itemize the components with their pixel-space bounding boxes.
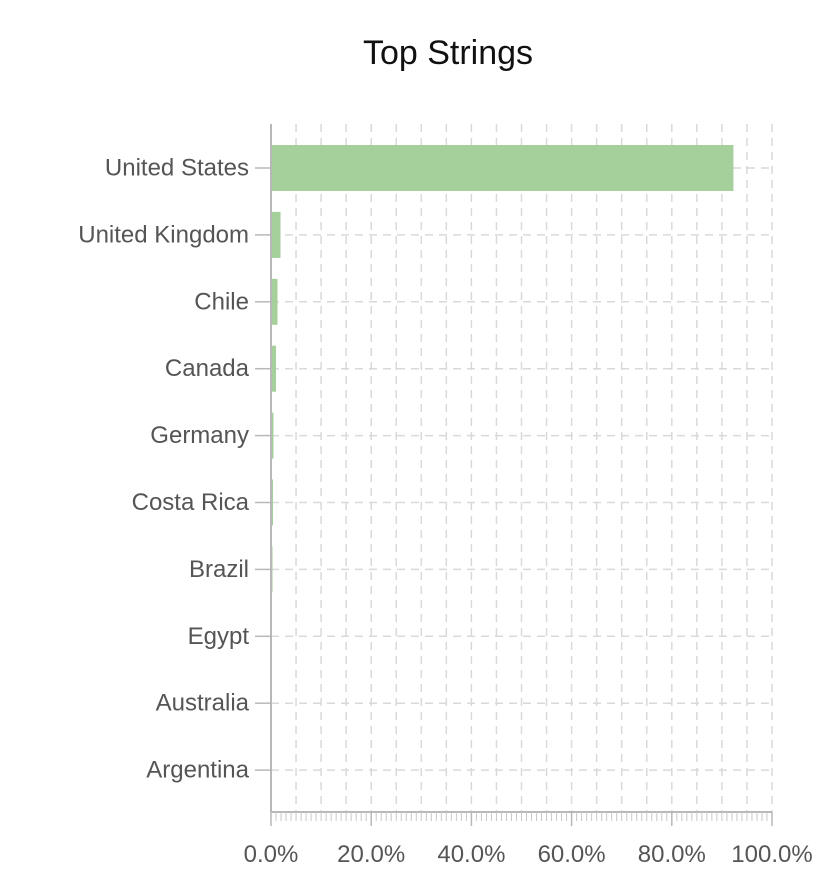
- category-label: Argentina: [146, 757, 249, 784]
- x-tick-labels: 0.0% 20.0% 40.0% 60.0% 80.0% 100.0%: [244, 841, 813, 868]
- category-labels: United States United Kingdom Chile Canada Ge…: [78, 155, 249, 784]
- x-tick-label: 80.0%: [638, 841, 706, 868]
- category-label: United States: [105, 155, 249, 182]
- category-label: Germany: [150, 422, 249, 449]
- bar: [271, 479, 274, 526]
- chart-title: Top Strings: [363, 34, 533, 72]
- x-tick-label: 60.0%: [538, 841, 606, 868]
- axes: [255, 124, 773, 826]
- bar: [271, 345, 277, 392]
- x-tick-label: 20.0%: [337, 841, 405, 868]
- grid-lines: [271, 124, 773, 812]
- bars: [271, 145, 734, 794]
- category-label: Canada: [165, 355, 250, 382]
- category-label: Chile: [194, 288, 249, 315]
- category-label: Egypt: [188, 623, 250, 650]
- category-label: United Kingdom: [78, 221, 249, 248]
- category-label: Costa Rica: [132, 489, 250, 516]
- bar: [271, 278, 278, 325]
- category-label: Brazil: [189, 556, 249, 583]
- x-tick-label: 100.0%: [731, 841, 812, 868]
- bar: [271, 211, 281, 258]
- x-tick-label: 40.0%: [437, 841, 505, 868]
- bar: [271, 145, 734, 191]
- x-tick-label: 0.0%: [244, 841, 299, 868]
- category-label: Australia: [156, 690, 250, 717]
- bar: [271, 412, 274, 459]
